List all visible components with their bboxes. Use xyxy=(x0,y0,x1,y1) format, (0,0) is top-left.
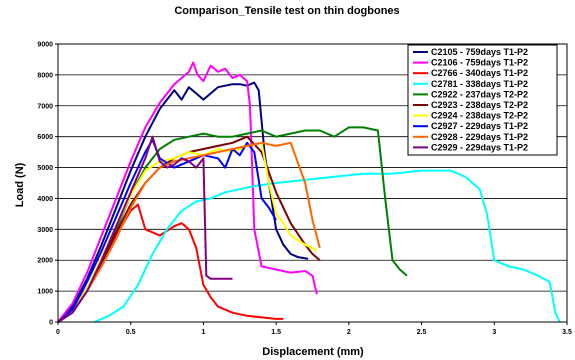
x-tick-label: 3.5 xyxy=(562,329,572,336)
legend-entry: C2924 - 238days T2-P2 xyxy=(431,111,528,121)
series-line-3 xyxy=(57,203,284,323)
legend-entry: C2105 - 759days T1-P2 xyxy=(431,47,528,57)
legend-entry: C2106 - 759days T1-P2 xyxy=(431,58,528,68)
legend-entry: C2781 - 338days T1-P2 xyxy=(431,79,528,89)
legend-entry: C2929 - 229days T1-P2 xyxy=(431,142,528,152)
series-line-4 xyxy=(94,169,561,323)
legend-box xyxy=(407,44,558,156)
y-tick-label: 4000 xyxy=(37,196,53,203)
x-tick-label: 1 xyxy=(201,329,205,336)
x-tick-label: 0 xyxy=(56,329,60,336)
x-axis-label: Displacement (mm) xyxy=(262,346,364,358)
legend-entry: C2923 - 238days T2-P2 xyxy=(431,100,528,110)
y-tick-label: 7000 xyxy=(37,103,53,110)
y-tick-label: 1000 xyxy=(37,289,53,296)
legend-entry: C2766 - 340days T1-P2 xyxy=(431,68,528,78)
series-line-1 xyxy=(57,81,309,323)
y-tick-label: 5000 xyxy=(37,165,53,172)
x-tick-label: 2 xyxy=(347,329,351,336)
series-line-10 xyxy=(57,135,233,323)
x-tick-label: 3 xyxy=(492,329,496,336)
series-lines xyxy=(57,61,561,323)
grid-lines xyxy=(58,74,567,292)
y-axis-label: Load (N) xyxy=(14,162,26,207)
x-tick-label: 1.5 xyxy=(271,329,281,336)
plot-frame xyxy=(57,43,568,323)
y-tick-label: 3000 xyxy=(37,227,53,234)
chart-title: Comparison_Tensile test on thin dogbones xyxy=(174,5,399,17)
y-tick-label: 0 xyxy=(49,320,53,327)
series-line-6 xyxy=(57,135,321,323)
legend-entry: C2927 - 229days T1-P2 xyxy=(431,121,528,131)
y-tick-label: 6000 xyxy=(37,134,53,141)
x-tick-label: 2.5 xyxy=(417,329,427,336)
x-tick-label: 0.5 xyxy=(126,329,136,336)
y-tick-label: 8000 xyxy=(37,72,53,79)
legend-entry: C2922 - 237days T2-P2 xyxy=(431,89,528,99)
legend-entry: C2928 - 229days T1-P2 xyxy=(431,132,528,142)
y-tick-label: 2000 xyxy=(37,258,53,265)
series-line-2 xyxy=(57,61,318,323)
axis-ticks: 0 1000 2000 3000 4000 5000 6000 7000 8000 9000 0 0.… xyxy=(37,42,572,337)
series-line-9 xyxy=(57,141,321,323)
y-tick-label: 9000 xyxy=(37,42,53,49)
